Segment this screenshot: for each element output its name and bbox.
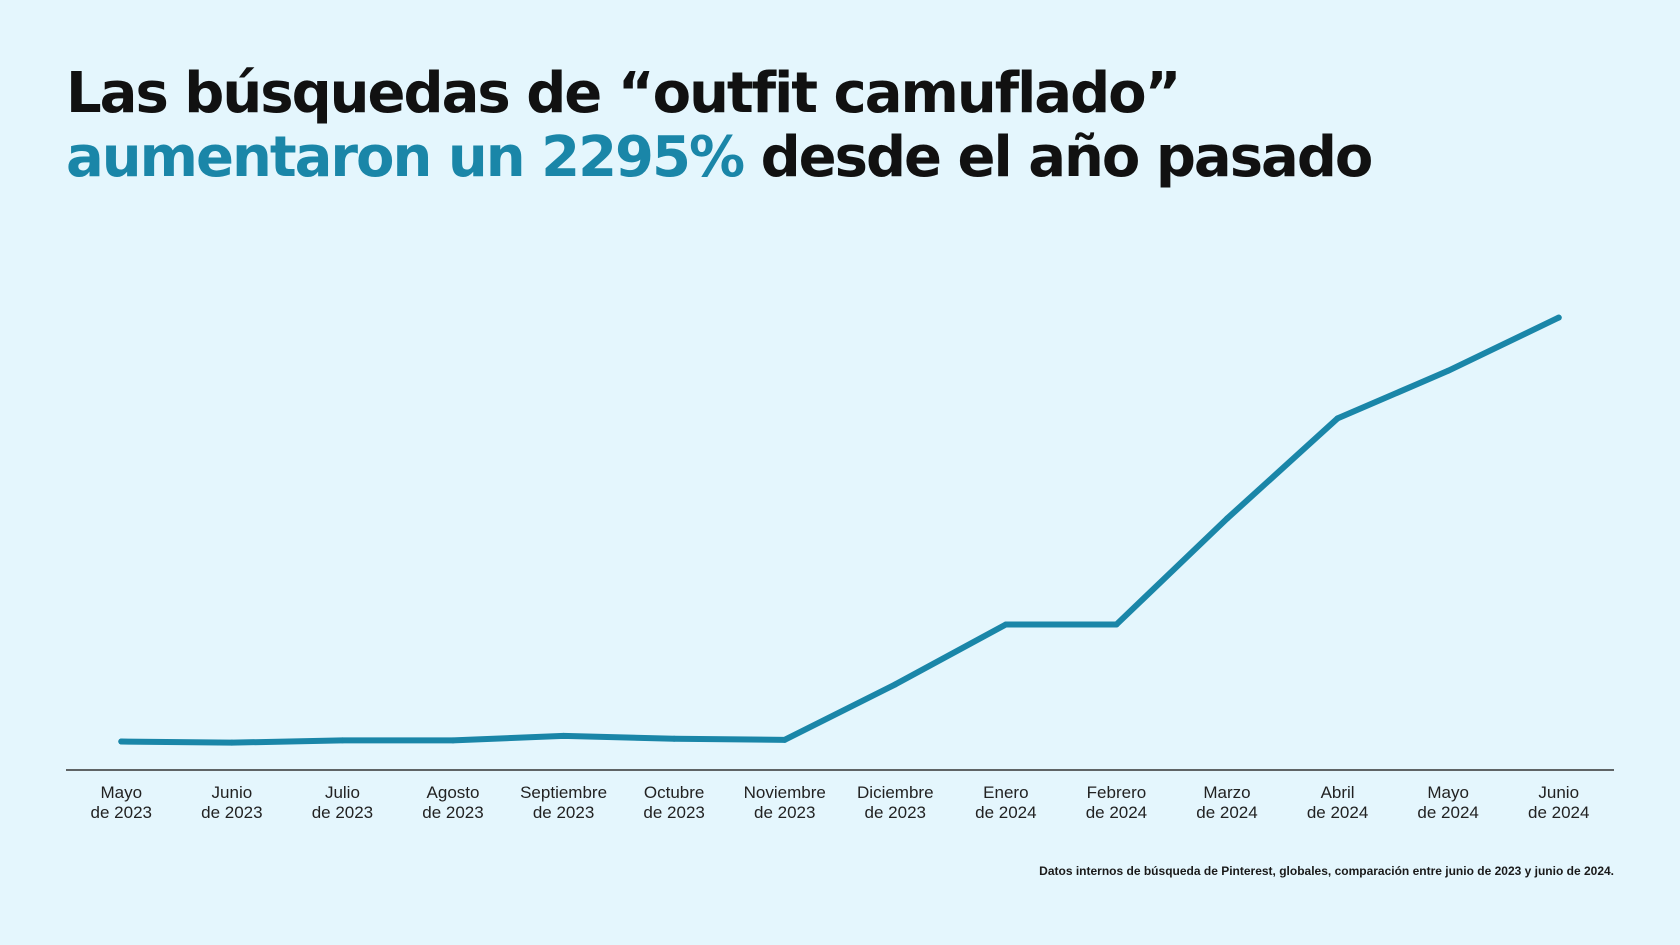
- data-point: [1555, 314, 1562, 321]
- x-tick-label: Octubre de 2023: [643, 783, 704, 822]
- x-tick-year: de 2023: [754, 803, 815, 822]
- data-point: [560, 732, 567, 739]
- x-tick-year: de 2024: [975, 803, 1036, 822]
- title-highlight: aumentaron un 2295%: [66, 125, 745, 190]
- x-tick-month: Junio: [1538, 783, 1579, 802]
- title-line-2-rest: desde el año pasado: [743, 125, 1374, 190]
- data-point: [339, 737, 346, 744]
- series-points: [118, 314, 1562, 746]
- x-tick-year: de 2024: [1417, 803, 1478, 822]
- data-point: [781, 736, 788, 743]
- x-tick-label: Agosto de 2023: [422, 783, 483, 822]
- x-tick-month: Mayo: [100, 783, 142, 802]
- x-tick-label: Mayo de 2024: [1417, 783, 1478, 822]
- x-tick-label: Septiembre de 2023: [520, 783, 607, 822]
- data-point: [228, 739, 235, 746]
- x-tick-label: Febrero de 2024: [1086, 783, 1147, 822]
- x-tick-year: de 2023: [312, 803, 373, 822]
- x-tick-label: Julio de 2023: [312, 783, 373, 822]
- x-tick-year: de 2024: [1307, 803, 1368, 822]
- data-point: [1113, 621, 1120, 628]
- x-tick-label: Mayo de 2023: [91, 783, 152, 822]
- x-tick-year: de 2023: [91, 803, 152, 822]
- x-tick-month: Junio: [212, 783, 253, 802]
- x-tick-year: de 2023: [643, 803, 704, 822]
- x-tick-month: Abril: [1321, 783, 1355, 802]
- x-tick-month: Febrero: [1087, 783, 1147, 802]
- x-tick-label: Marzo de 2024: [1196, 783, 1257, 822]
- x-tick-month: Noviembre: [744, 783, 826, 802]
- data-point: [1445, 367, 1452, 374]
- data-point: [892, 681, 899, 688]
- x-tick-year: de 2023: [533, 803, 594, 822]
- title-line-1: Las búsquedas de “outfit camuflado”: [66, 61, 1181, 126]
- data-point: [1224, 515, 1230, 522]
- x-tick-year: de 2023: [865, 803, 926, 822]
- x-tick-label: Abril de 2024: [1307, 783, 1368, 822]
- x-tick-month: Mayo: [1427, 783, 1469, 802]
- chart-title: Las búsquedas de “outfit camuflado” aume…: [66, 61, 1374, 190]
- source-footnote: Datos internos de búsqueda de Pinterest,…: [1039, 864, 1614, 878]
- x-tick-year: de 2023: [422, 803, 483, 822]
- x-tick-label: Noviembre de 2023: [744, 783, 826, 822]
- x-tick-label: Enero de 2024: [975, 783, 1036, 822]
- x-tick-month: Enero: [983, 783, 1028, 802]
- x-tick-month: Septiembre: [520, 783, 607, 802]
- data-point: [118, 738, 125, 745]
- x-tick-label: Junio de 2023: [201, 783, 262, 822]
- x-tick-year: de 2024: [1528, 803, 1589, 822]
- x-tick-month: Octubre: [644, 783, 704, 802]
- x-tick-month: Julio: [325, 783, 360, 802]
- data-point: [671, 735, 678, 742]
- x-tick-year: de 2024: [1086, 803, 1147, 822]
- series-line: [118, 314, 1562, 746]
- data-point: [450, 737, 456, 744]
- x-tick-year: de 2023: [201, 803, 262, 822]
- x-tick-month: Diciembre: [857, 783, 934, 802]
- data-point: [1334, 415, 1341, 422]
- x-tick-label: Diciembre de 2023: [857, 783, 934, 822]
- x-tick-label: Junio de 2024: [1528, 783, 1589, 822]
- x-tick-month: Marzo: [1203, 783, 1250, 802]
- data-point: [1002, 621, 1009, 628]
- x-tick-year: de 2024: [1196, 803, 1257, 822]
- x-tick-month: Agosto: [427, 783, 480, 802]
